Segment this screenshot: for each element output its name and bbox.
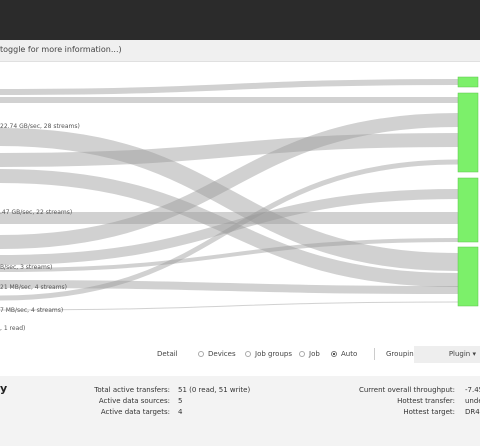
- grouping-value: Plugin: [448, 350, 471, 358]
- stat-label: Active data targets:: [100, 408, 170, 416]
- grouping-label: Grouping: [386, 350, 419, 358]
- hint-text[interactable]: toggle for more information...): [0, 45, 122, 54]
- grouping-select[interactable]: Plugin ▾: [414, 346, 480, 363]
- hint-bar: toggle for more information...): [0, 40, 480, 62]
- flow-label: 22.74 GB/sec, 28 streams): [0, 123, 80, 130]
- flow: [0, 169, 459, 287]
- node[interactable]: [457, 92, 479, 173]
- controls: Detail Devices Job groups Job Auto Grouping…: [0, 342, 480, 368]
- flow: [0, 159, 459, 301]
- stat-value: DR41: [465, 408, 480, 416]
- option-label: Devices: [208, 350, 236, 358]
- flow-label: B/sec, 3 streams): [0, 264, 52, 271]
- flow-label: 21 MB/sec, 4 streams): [0, 284, 67, 291]
- detail-option[interactable]: Auto: [331, 350, 357, 358]
- stat-label: Total active transfers:: [94, 386, 170, 394]
- radio[interactable]: [331, 351, 337, 357]
- flow: [0, 79, 459, 95]
- detail-option[interactable]: Devices: [198, 350, 236, 358]
- flow: [0, 128, 459, 271]
- top-bar: [0, 0, 480, 40]
- flow-label: , 1 read): [0, 325, 25, 332]
- stat-value: 5: [178, 397, 183, 405]
- stat-value: unde: [465, 397, 480, 405]
- option-label: Auto: [341, 350, 358, 358]
- flow-label: 7 MB/sec, 4 streams): [0, 307, 63, 314]
- radio[interactable]: [299, 351, 305, 357]
- node[interactable]: [457, 246, 479, 307]
- option-label: Job groups: [255, 350, 292, 358]
- flows: [0, 79, 459, 311]
- stat-value: -7.45: [465, 386, 480, 394]
- radio[interactable]: [198, 351, 204, 357]
- sankey: 22.74 GB/sec, 28 streams) .47 GB/sec, 22 …: [0, 76, 479, 332]
- flow: [0, 113, 459, 249]
- flow: [0, 280, 459, 294]
- stat-value: 4: [178, 408, 183, 416]
- stat-label: Active data sources:: [98, 397, 170, 405]
- stat-label: Hottest target:: [403, 408, 455, 416]
- flow-labels: 22.74 GB/sec, 28 streams) .47 GB/sec, 22 …: [0, 123, 80, 332]
- stat-label: Hottest transfer:: [397, 397, 455, 405]
- option-label: Job: [309, 350, 320, 358]
- stats-title: y: [0, 382, 8, 395]
- detail-label: Detail: [157, 350, 178, 358]
- stat-value: 51 (0 read, 51 write): [178, 386, 251, 394]
- detail-option[interactable]: Job groups: [245, 350, 292, 358]
- nodes: [457, 76, 479, 307]
- detail-option[interactable]: Job: [299, 350, 320, 358]
- flow: [0, 189, 459, 265]
- node[interactable]: [457, 76, 479, 88]
- flow-label: .47 GB/sec, 22 streams): [0, 209, 72, 216]
- radio[interactable]: [245, 351, 251, 357]
- flow: [0, 238, 459, 272]
- stats: y Total active transfers: 51 (0 read, 51 …: [0, 376, 480, 446]
- node[interactable]: [457, 177, 479, 243]
- flow: [0, 301, 459, 311]
- flow: [0, 133, 459, 167]
- stat-label: Current overall throughput:: [358, 386, 455, 394]
- separator: [374, 348, 375, 360]
